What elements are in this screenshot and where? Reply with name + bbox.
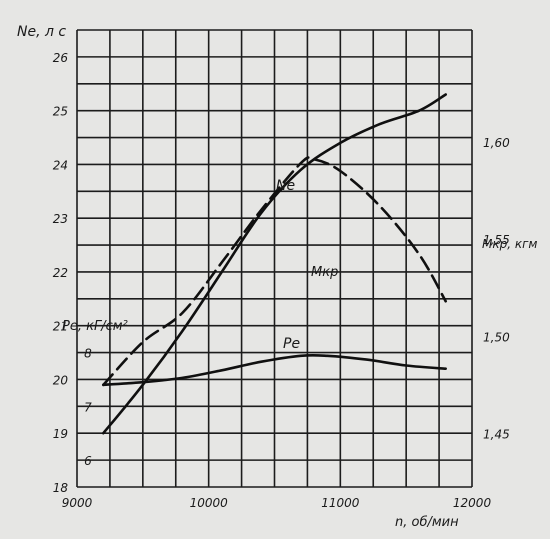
series-label-mkr: Mкр (311, 265, 338, 280)
pe-tick-label: 7 (84, 400, 92, 414)
series-label-pe: Pe (283, 336, 300, 352)
x-tick-label: 12000 (453, 496, 492, 510)
x-tick-label: 9000 (62, 496, 93, 510)
ne-tick-label: 25 (53, 105, 68, 119)
pe-tick-label: 6 (84, 454, 92, 468)
x-tick-label: 10000 (190, 496, 229, 510)
grid (76, 29, 473, 488)
curves (102, 93, 447, 435)
pe-axis-title: Pe, кГ/см² (62, 319, 128, 334)
mkr-tick-label: 1,50 (483, 330, 510, 344)
labels: Ne, л с Pe, кГ/см² Mкр, кгм n, об/мин Ne… (17, 24, 537, 530)
mkr-tick-label: 1,55 (483, 233, 510, 247)
ne-tick-label: 21 (53, 320, 68, 334)
ne-tick-label: 18 (53, 481, 69, 495)
ne-tick-label: 24 (53, 158, 68, 172)
ne-tick-label: 22 (53, 266, 68, 280)
mkr-tick-label: 1,45 (483, 428, 510, 442)
x-tick-label: 11000 (321, 496, 360, 510)
x-axis-title: n, об/мин (395, 515, 459, 530)
mkr-axis-title: Mкр, кгм (482, 237, 537, 251)
ne-tick-label: 23 (53, 212, 68, 226)
ne-axis-title: Ne, л с (17, 24, 66, 40)
pe-tick-label: 8 (84, 347, 92, 361)
series-label-ne: Ne (276, 178, 295, 194)
ne-tick-label: 26 (53, 51, 69, 65)
series-line-ne (102, 93, 447, 435)
series-line-pe (102, 353, 447, 387)
series-line-m (102, 156, 447, 387)
mkr-tick-label: 1,60 (483, 136, 510, 150)
ne-tick-label: 19 (53, 427, 68, 441)
ne-tick-label: 20 (53, 373, 69, 387)
